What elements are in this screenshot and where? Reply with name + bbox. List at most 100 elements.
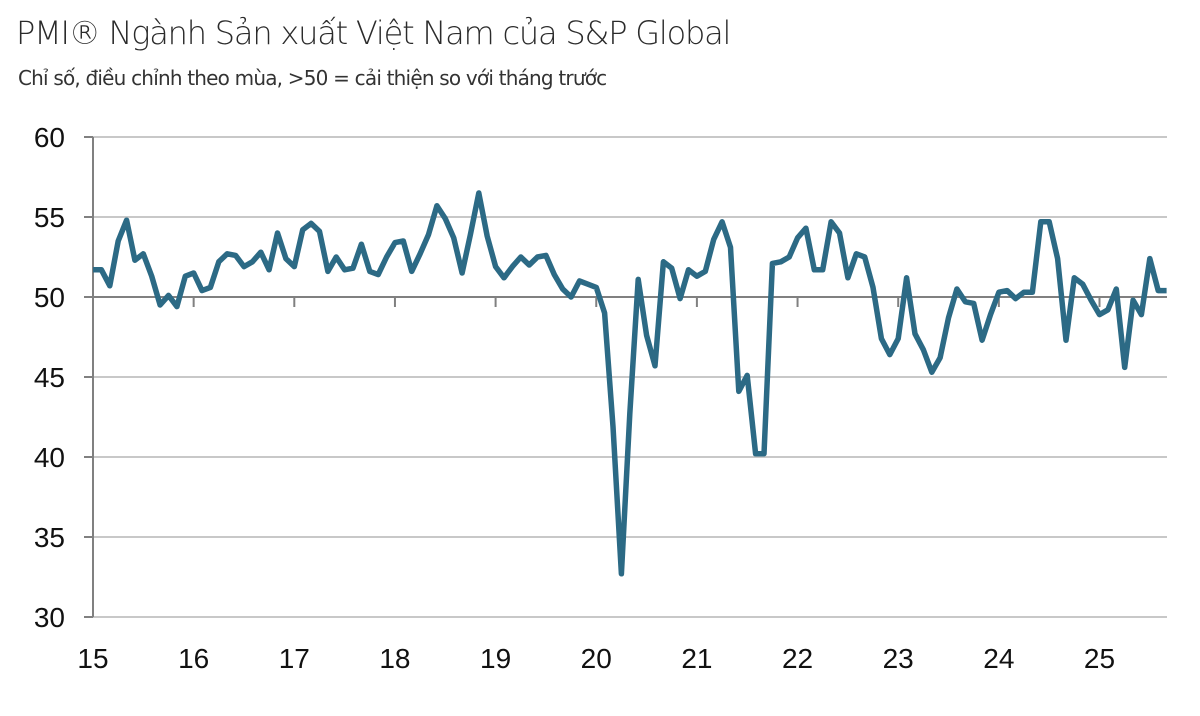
- data-point: [200, 288, 205, 293]
- data-point: [502, 275, 507, 280]
- data-point: [460, 271, 465, 276]
- data-point: [267, 267, 272, 272]
- data-point: [393, 240, 398, 245]
- data-point: [1013, 296, 1018, 301]
- data-point: [1105, 307, 1110, 312]
- data-point: [1030, 290, 1035, 295]
- data-point: [510, 264, 515, 269]
- y-tick-label: 55: [34, 202, 65, 233]
- data-point: [1131, 298, 1136, 303]
- data-point: [887, 352, 892, 357]
- data-point: [518, 255, 523, 260]
- data-point: [116, 239, 121, 244]
- data-point: [585, 282, 590, 287]
- data-point: [1022, 290, 1027, 295]
- data-point: [686, 267, 691, 272]
- data-point: [946, 315, 951, 320]
- y-tick-label: 40: [34, 442, 65, 473]
- data-point: [258, 250, 263, 255]
- data-point: [627, 411, 632, 416]
- data-point: [1122, 365, 1127, 370]
- data-point: [233, 253, 238, 258]
- data-point: [216, 259, 221, 264]
- data-point: [753, 451, 758, 456]
- data-point: [644, 333, 649, 338]
- data-point: [543, 253, 548, 258]
- data-point: [359, 242, 364, 247]
- data-point: [669, 266, 674, 271]
- data-point: [980, 338, 985, 343]
- data-point: [191, 271, 196, 276]
- data-point: [653, 363, 658, 368]
- data-point: [443, 216, 448, 221]
- data-point: [820, 267, 825, 272]
- data-point: [309, 221, 314, 226]
- series-line-pmi: [93, 190, 1167, 577]
- data-point: [342, 267, 347, 272]
- data-point: [434, 203, 439, 208]
- data-point: [1038, 219, 1043, 224]
- data-point: [896, 336, 901, 341]
- data-point: [854, 251, 859, 256]
- y-tick-label: 30: [34, 602, 65, 633]
- data-point: [787, 255, 792, 260]
- data-point: [99, 267, 104, 272]
- x-tick-label: 19: [480, 643, 511, 674]
- data-point: [569, 295, 574, 300]
- data-point: [770, 261, 775, 266]
- data-point: [1080, 282, 1085, 287]
- data-point: [493, 264, 498, 269]
- x-tick-label: 15: [77, 643, 108, 674]
- data-point: [132, 258, 137, 263]
- data-point: [351, 266, 356, 271]
- data-point: [954, 287, 959, 292]
- data-point: [728, 245, 733, 250]
- x-tick-label: 20: [581, 643, 612, 674]
- data-point: [636, 277, 641, 282]
- data-point: [300, 227, 305, 232]
- data-point: [921, 347, 926, 352]
- data-point: [602, 311, 607, 316]
- data-point: [736, 389, 741, 394]
- y-tick-label: 45: [34, 362, 65, 393]
- data-point: [1139, 312, 1144, 317]
- data-point: [208, 285, 213, 290]
- data-point: [334, 255, 339, 260]
- data-point: [552, 272, 557, 277]
- x-axis-ticks: 15 16 17 18 19 20 21 22 23 24 25: [77, 297, 1115, 674]
- y-tick-label: 60: [34, 122, 65, 153]
- x-tick-label: 18: [379, 643, 410, 674]
- data-point: [594, 285, 599, 290]
- x-tick-label: 17: [279, 643, 310, 674]
- data-point: [963, 299, 968, 304]
- chart-title: PMI® Ngành Sản xuất Việt Nam của S&P Glo…: [16, 14, 731, 52]
- data-point: [996, 290, 1001, 295]
- data-point: [837, 231, 842, 236]
- x-tick-label: 23: [883, 643, 914, 674]
- data-point: [535, 255, 540, 260]
- data-point: [149, 274, 154, 279]
- data-point: [124, 218, 129, 223]
- data-point: [426, 232, 431, 237]
- data-point: [418, 251, 423, 256]
- data-point: [225, 251, 230, 256]
- data-point: [1064, 338, 1069, 343]
- data-point: [812, 267, 817, 272]
- data-point: [527, 263, 532, 268]
- data-point: [468, 232, 473, 237]
- data-point: [862, 255, 867, 260]
- data-point: [1147, 256, 1152, 261]
- y-tick-label: 50: [34, 282, 65, 313]
- data-point: [1047, 219, 1052, 224]
- data-point: [1089, 298, 1094, 303]
- series-group: [93, 190, 1167, 577]
- data-point: [711, 237, 716, 242]
- data-point: [678, 296, 683, 301]
- data-point: [174, 304, 179, 309]
- data-point: [988, 312, 993, 317]
- data-point: [409, 269, 414, 274]
- data-point: [292, 264, 297, 269]
- data-point: [250, 259, 255, 264]
- data-point: [1072, 275, 1077, 280]
- data-point: [904, 275, 909, 280]
